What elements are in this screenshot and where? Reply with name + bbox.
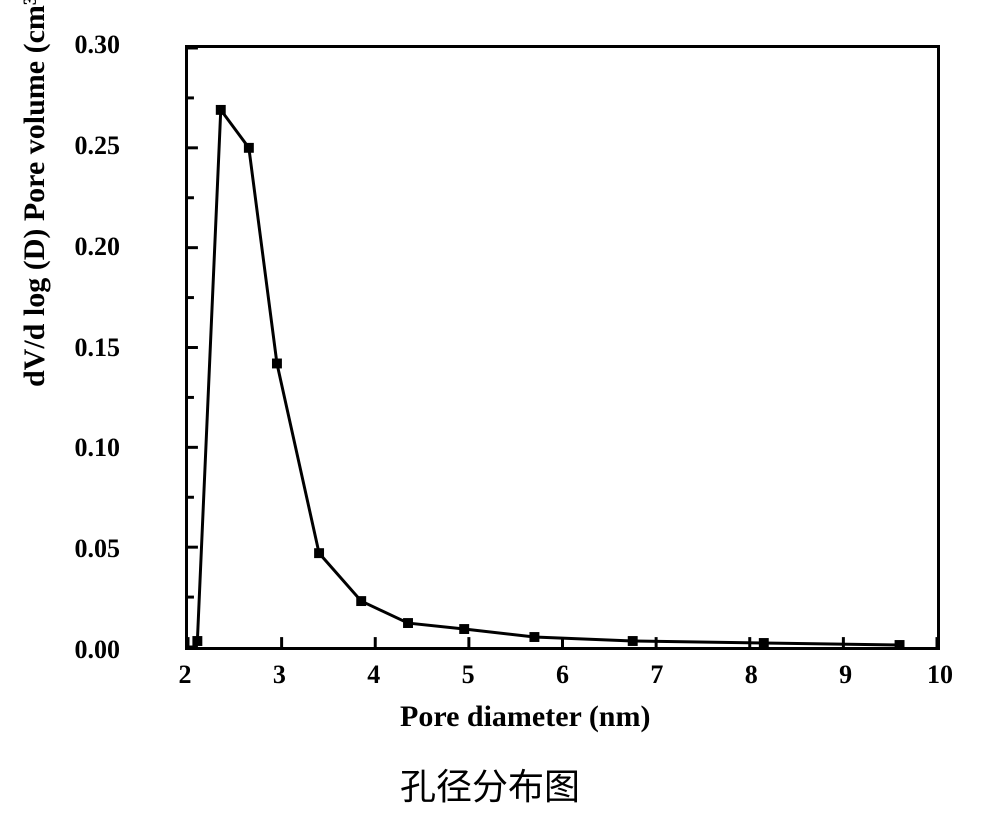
x-tick-label: 9: [839, 660, 852, 690]
x-tick-label: 6: [556, 660, 569, 690]
x-tick-label: 10: [927, 660, 953, 690]
x-tick-label: 4: [367, 660, 380, 690]
data-marker: [356, 596, 366, 606]
data-marker: [192, 636, 202, 646]
y-axis-label: dV/d log (D) Pore volume (cm³/g): [18, 0, 52, 387]
data-marker: [459, 624, 469, 634]
y-tick-label: 0.20: [75, 232, 121, 262]
data-line: [197, 110, 899, 645]
data-marker: [216, 105, 226, 115]
x-tick-label: 8: [745, 660, 758, 690]
data-marker: [628, 636, 638, 646]
data-marker: [529, 632, 539, 642]
data-marker: [272, 359, 282, 369]
data-marker: [403, 618, 413, 628]
chart-caption: 孔径分布图: [400, 758, 580, 810]
x-tick-label: 5: [462, 660, 475, 690]
y-tick-label: 0.30: [75, 30, 121, 60]
x-tick-label: 7: [650, 660, 663, 690]
x-axis-label: Pore diameter (nm): [400, 700, 650, 734]
data-marker: [759, 638, 769, 648]
x-tick-label: 2: [179, 660, 192, 690]
x-tick-label: 3: [273, 660, 286, 690]
y-tick-label: 0.25: [75, 131, 121, 161]
data-marker: [895, 640, 905, 650]
data-marker: [314, 548, 324, 558]
y-tick-label: 0.00: [75, 635, 121, 665]
y-tick-label: 0.05: [75, 534, 121, 564]
chart-container: dV/d log (D) Pore volume (cm³/g) 0.000.0…: [30, 20, 970, 740]
plot-area: [185, 45, 940, 650]
chart-svg: [188, 48, 937, 647]
y-tick-label: 0.15: [75, 333, 121, 363]
data-marker: [244, 143, 254, 153]
y-tick-label: 0.10: [75, 433, 121, 463]
